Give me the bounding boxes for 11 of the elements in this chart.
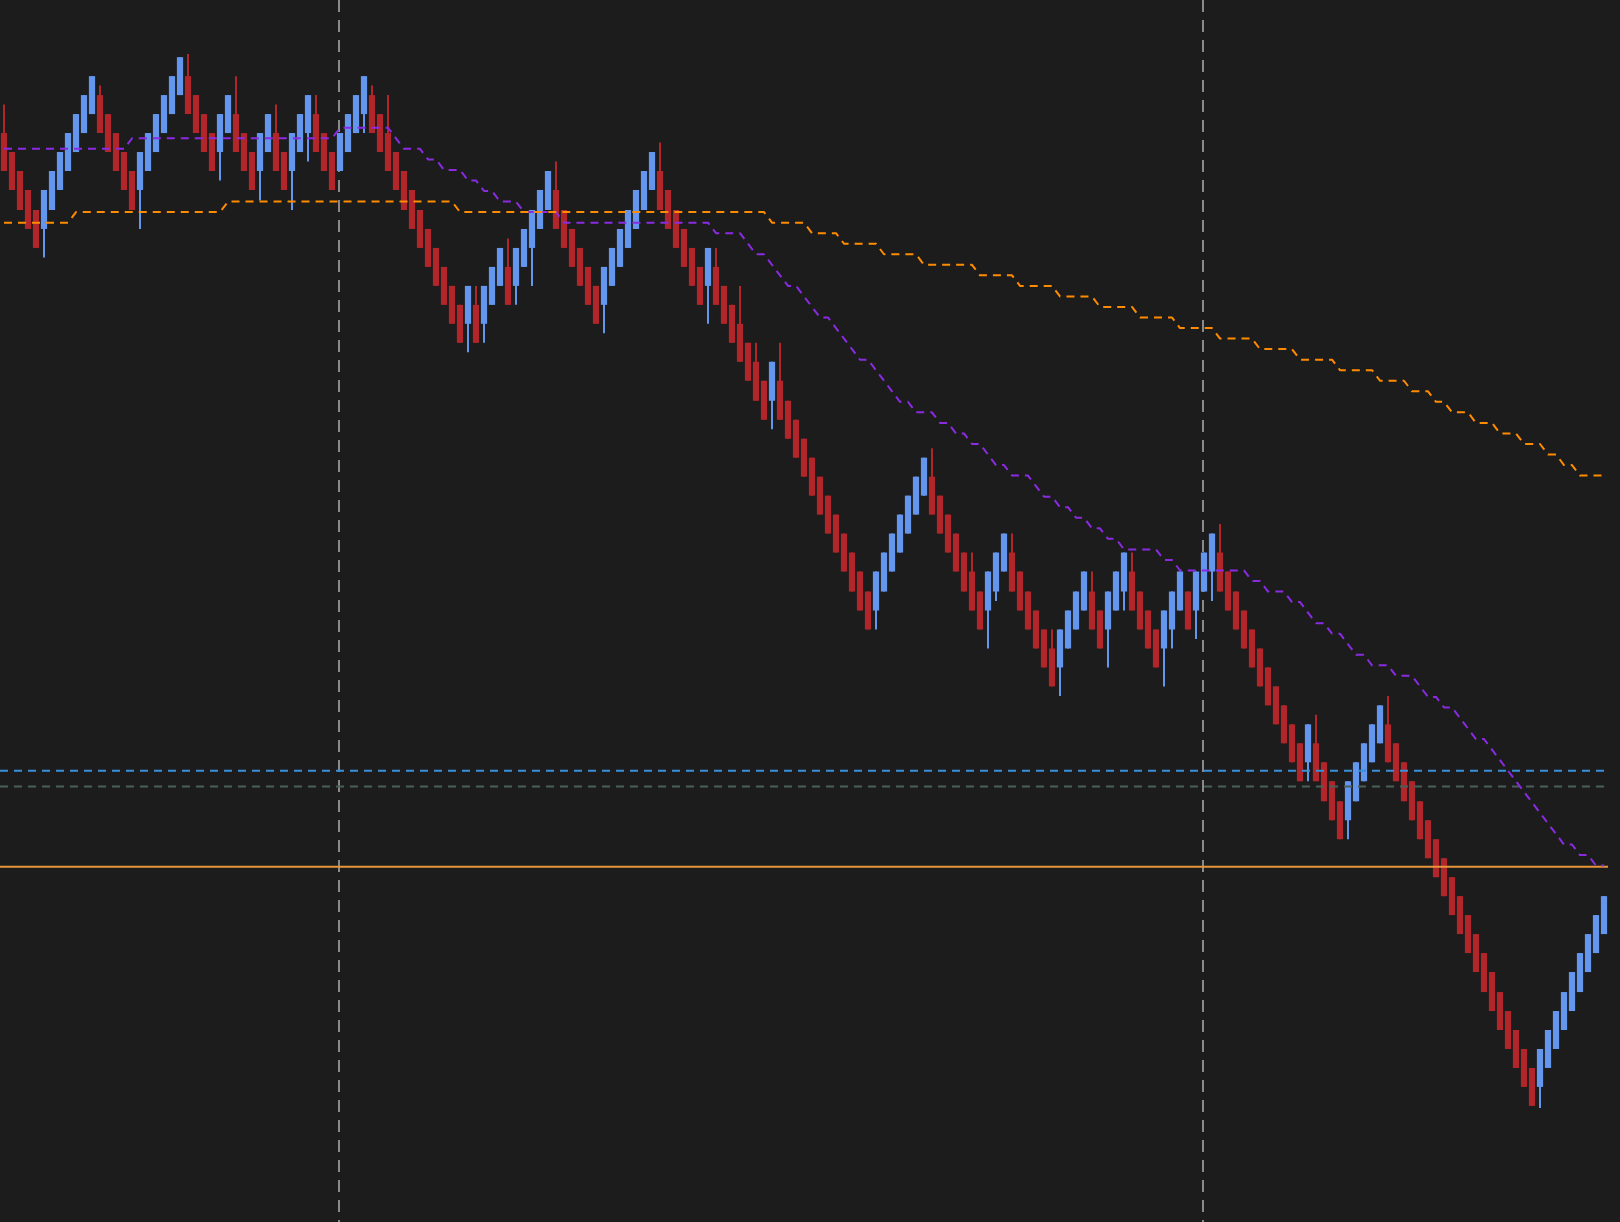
candlestick	[1208, 532, 1216, 603]
candlestick	[304, 94, 312, 163]
candlestick	[1304, 723, 1312, 783]
candlestick	[464, 284, 472, 354]
candlestick	[1120, 551, 1128, 612]
candlestick	[504, 237, 512, 306]
candlestick	[768, 360, 776, 431]
candlestick	[472, 284, 480, 344]
candlestick	[1048, 628, 1056, 688]
candlestick	[704, 246, 712, 325]
candlestick	[360, 75, 368, 135]
